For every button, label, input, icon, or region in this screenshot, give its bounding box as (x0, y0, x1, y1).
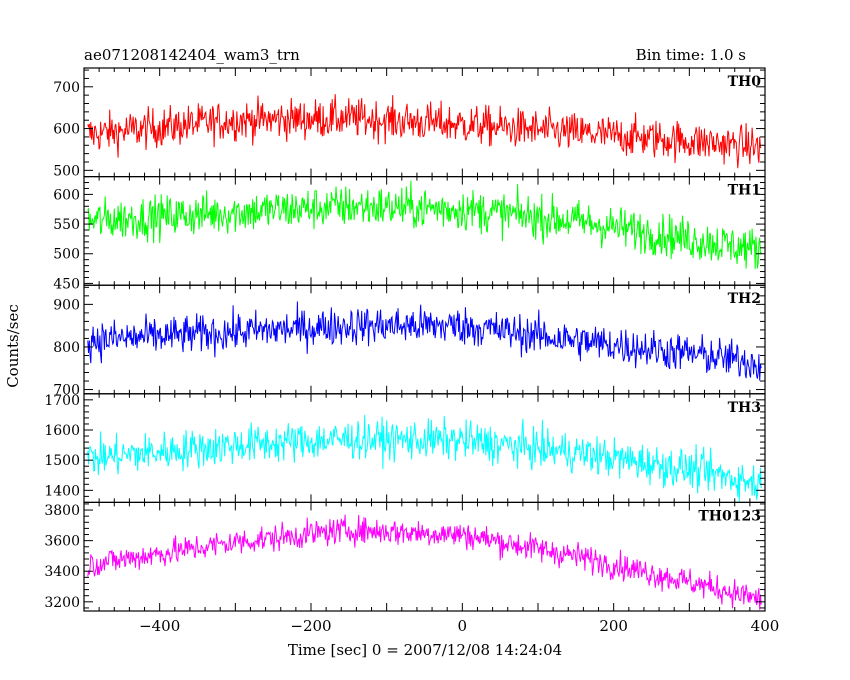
y-tick-label: 3400 (44, 564, 80, 580)
y-tick-label: 1500 (44, 453, 80, 469)
panels-group: 500 600 700 TH0 450 500 550 600 TH1 700 800 900 TH2 1… (44, 67, 766, 612)
panel-label: TH0123 (698, 508, 761, 524)
y-tick-label: 1700 (44, 393, 80, 409)
bin-time-label: Bin time: 1.0 s (636, 46, 746, 64)
y-tick-label: 500 (53, 247, 80, 263)
y-tick-label: 1400 (44, 483, 80, 499)
y-tick-label: 600 (53, 122, 80, 138)
series-line-th0 (87, 94, 762, 169)
y-tick-label: 550 (53, 217, 80, 233)
y-tick-label: 800 (53, 340, 80, 356)
series-line-th3 (87, 414, 762, 503)
series-line-th0123 (87, 514, 762, 610)
y-tick-label: 3600 (44, 534, 80, 550)
y-tick-label: 1600 (44, 423, 80, 439)
panel-label: TH3 (728, 400, 761, 416)
panel-frame (83, 393, 766, 503)
panel-label: TH1 (728, 183, 761, 199)
panel-th2: 700 800 900 TH2 (53, 284, 766, 399)
panel-th0: 500 600 700 TH0 (53, 67, 766, 179)
x-tick-label: 0 (458, 617, 468, 635)
x-tick-label: 200 (599, 617, 628, 635)
y-tick-label: 450 (53, 276, 80, 292)
panel-frame (83, 501, 766, 612)
x-axis-ticks: −400 −200 0 200 400 (139, 617, 779, 635)
panel-frame (83, 284, 766, 395)
y-axis-label: Counts/sec (4, 304, 22, 388)
panel-label: TH2 (728, 291, 761, 307)
panel-th0123: 3200 3400 3600 3800 TH0123 (44, 501, 766, 612)
y-tick-label: 700 (53, 80, 80, 96)
panel-th1: 450 500 550 600 TH1 (53, 176, 766, 292)
y-tick-label: 500 (53, 163, 80, 179)
y-tick-label: 700 (53, 383, 80, 399)
panel-th3: 1400 1500 1600 1700 TH3 (44, 393, 766, 503)
x-tick-label: −200 (290, 617, 331, 635)
chart-title: ae071208142404_wam3_trn (84, 46, 300, 64)
y-tick-label: 600 (53, 187, 80, 203)
panel-label: TH0 (728, 74, 762, 90)
y-tick-label: 900 (53, 297, 80, 313)
x-tick-label: −400 (139, 617, 180, 635)
series-line-th2 (87, 301, 762, 381)
y-tick-label: 3200 (44, 595, 80, 611)
x-tick-label: 400 (751, 617, 780, 635)
y-tick-label: 3800 (44, 503, 80, 519)
x-axis-label: Time [sec] 0 = 2007/12/08 14:24:04 (288, 641, 562, 659)
series-line-th1 (87, 180, 762, 270)
